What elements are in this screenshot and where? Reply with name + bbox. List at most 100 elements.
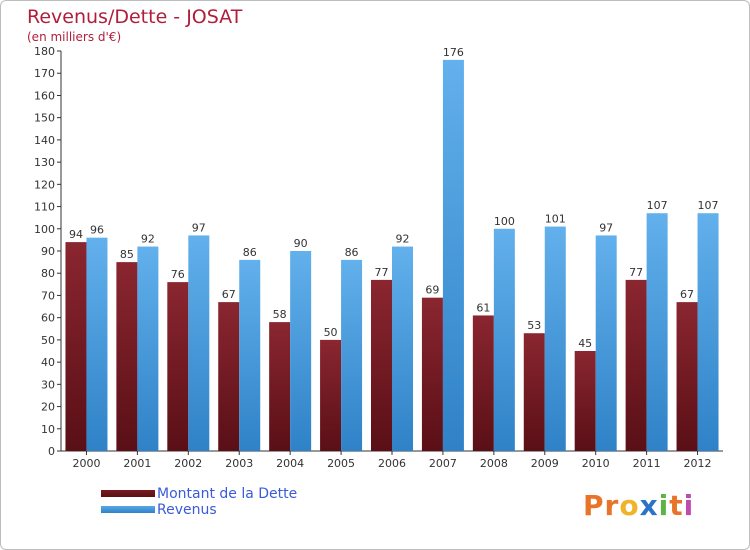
bar-dette xyxy=(472,315,494,451)
data-label: 97 xyxy=(192,221,206,234)
data-label: 86 xyxy=(243,246,257,259)
y-tick-label: 30 xyxy=(41,378,55,391)
y-tick-label: 140 xyxy=(34,134,55,147)
x-tick-label: 2010 xyxy=(582,457,610,470)
y-tick-label: 10 xyxy=(41,423,55,436)
y-tick-label: 40 xyxy=(41,356,55,369)
data-label: 107 xyxy=(647,199,668,212)
data-label: 67 xyxy=(680,288,694,301)
logo-letter: o xyxy=(619,489,640,522)
data-label: 100 xyxy=(494,215,515,228)
logo-letter: r xyxy=(604,489,620,522)
data-label: 176 xyxy=(443,46,464,59)
bar-revenus xyxy=(646,213,668,451)
data-label: 101 xyxy=(545,213,566,226)
bar-revenus xyxy=(86,237,108,451)
data-label: 77 xyxy=(629,266,643,279)
proxiti-logo: Proxiti xyxy=(583,489,694,522)
data-label: 90 xyxy=(294,237,308,250)
data-label: 69 xyxy=(425,284,439,297)
chart-title: Revenus/Dette - JOSAT xyxy=(27,6,243,28)
bar-dette xyxy=(523,333,545,451)
x-tick-label: 2003 xyxy=(225,457,253,470)
bar-revenus xyxy=(697,213,719,451)
bar-dette xyxy=(574,351,596,451)
y-tick-label: 50 xyxy=(41,334,55,347)
data-label: 85 xyxy=(120,248,134,261)
x-tick-label: 2006 xyxy=(378,457,406,470)
y-tick-label: 80 xyxy=(41,267,55,280)
y-tick-label: 120 xyxy=(34,178,55,191)
data-label: 92 xyxy=(141,233,155,246)
logo-letter: x xyxy=(639,489,659,522)
logo-letter: i xyxy=(658,489,670,522)
data-label: 94 xyxy=(69,228,83,241)
data-label: 50 xyxy=(324,326,338,339)
y-tick-label: 160 xyxy=(34,89,55,102)
data-label: 97 xyxy=(599,221,613,234)
y-tick-label: 130 xyxy=(34,156,55,169)
bar-revenus xyxy=(493,228,515,451)
bar-dette xyxy=(65,242,87,451)
x-tick-label: 2002 xyxy=(174,457,202,470)
y-tick-label: 100 xyxy=(34,223,55,236)
y-tick-label: 110 xyxy=(34,201,55,214)
legend-swatch-revenus xyxy=(101,506,155,513)
data-label: 86 xyxy=(345,246,359,259)
x-tick-label: 2011 xyxy=(633,457,661,470)
x-tick-label: 2004 xyxy=(276,457,304,470)
bar-revenus xyxy=(341,259,363,451)
data-label: 92 xyxy=(396,233,410,246)
data-label: 67 xyxy=(222,288,236,301)
data-label: 61 xyxy=(476,301,490,314)
x-tick-label: 2008 xyxy=(480,457,508,470)
y-tick-label: 170 xyxy=(34,67,55,80)
x-tick-label: 2001 xyxy=(123,457,151,470)
bar-dette xyxy=(676,302,698,451)
bar-revenus xyxy=(137,246,159,451)
x-tick-label: 2009 xyxy=(531,457,559,470)
data-label: 58 xyxy=(273,308,287,321)
y-tick-label: 0 xyxy=(48,445,55,458)
x-tick-label: 2005 xyxy=(327,457,355,470)
data-label: 76 xyxy=(171,268,185,281)
y-tick-label: 60 xyxy=(41,312,55,325)
data-labels: 94 96 85 92 76 97 67 86 58 90 50 86 77 92 69 176 61 100 53… xyxy=(69,46,719,350)
data-label: 45 xyxy=(578,337,592,350)
data-label: 96 xyxy=(90,224,104,237)
bars xyxy=(65,59,719,452)
y-tick-label: 150 xyxy=(34,112,55,125)
bar-dette xyxy=(625,279,647,451)
logo-letter: t xyxy=(669,489,684,522)
bar-revenus xyxy=(544,226,566,451)
x-tick-label: 2007 xyxy=(429,457,457,470)
bar-revenus xyxy=(188,235,210,451)
bar-revenus xyxy=(290,251,312,451)
bar-revenus xyxy=(595,235,617,451)
bar-dette xyxy=(116,262,138,451)
bar-revenus xyxy=(392,246,413,451)
logo-letter: i xyxy=(683,489,695,522)
x-tick-label: 2012 xyxy=(684,457,712,470)
logo-letter: P xyxy=(583,489,605,522)
bar-dette xyxy=(218,302,240,451)
bar-dette xyxy=(421,297,443,451)
y-tick-label: 180 xyxy=(34,45,55,58)
bar-revenus xyxy=(442,59,464,452)
chart-subtitle: (en milliers d'€) xyxy=(27,30,122,44)
bar-dette xyxy=(371,279,392,451)
x-tick-label: 2000 xyxy=(72,457,100,470)
bar-dette xyxy=(167,282,189,451)
bar-dette xyxy=(320,339,342,451)
data-label: 53 xyxy=(527,319,541,332)
y-tick-label: 20 xyxy=(41,401,55,414)
legend-label-revenus: Revenus xyxy=(157,502,217,518)
y-tick-label: 90 xyxy=(41,245,55,258)
bar-dette xyxy=(269,322,291,451)
bar-revenus xyxy=(239,259,261,451)
data-label: 107 xyxy=(698,199,719,212)
data-label: 77 xyxy=(375,266,389,279)
y-tick-label: 70 xyxy=(41,289,55,302)
